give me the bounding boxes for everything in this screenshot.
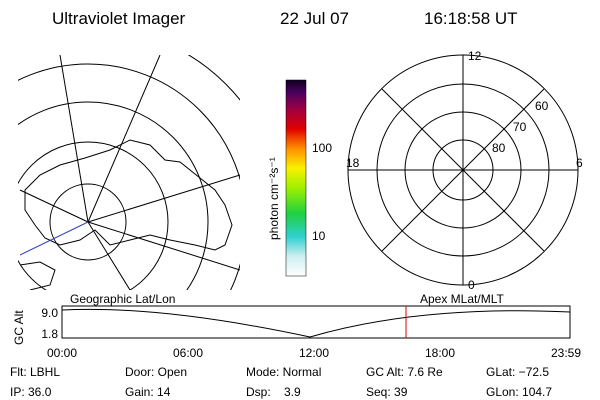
footer-field: Mode: Normal [246, 365, 321, 379]
footer-field: Door: Open [125, 365, 187, 379]
time: 16:18:58 UT [424, 9, 518, 28]
time-tick: 18:00 [425, 346, 455, 360]
footer-field: GLat: −72.5 [486, 365, 549, 379]
mlt-label: 12 [468, 49, 482, 63]
mlt-label: 6 [576, 156, 583, 170]
lat-label: 60 [535, 99, 549, 113]
lat-label: 80 [492, 141, 506, 155]
polar-plot [347, 54, 579, 286]
footer-field: Gain: 14 [125, 385, 171, 399]
altitude-curve [61, 308, 571, 338]
timeline-box [61, 305, 571, 339]
axis-label: GC Alt [12, 310, 26, 345]
time-tick: 23:59 [551, 346, 581, 360]
title: Ultraviolet Imager [52, 9, 186, 28]
footer-field: Seq: 39 [366, 385, 408, 399]
colorbar [285, 79, 307, 277]
footer-field: GLon: 104.7 [486, 385, 552, 399]
footer-field: GC Alt: 7.6 Re [366, 365, 443, 379]
mlt-label: 18 [346, 156, 360, 170]
timeline-title: Apex MLat/MLT [420, 292, 504, 306]
date: 22 Jul 07 [280, 9, 349, 28]
colorbar-label: photon cm⁻²s⁻¹ [267, 157, 281, 240]
lat-label: 70 [513, 120, 527, 134]
time-tick: 06:00 [173, 346, 203, 360]
alt-tick: 1.8 [41, 327, 58, 341]
time-tick: 12:00 [299, 346, 329, 360]
footer-field: Dsp: 3.9 [246, 385, 301, 399]
mlt-label: 0 [468, 278, 475, 292]
alt-tick: 9.0 [41, 306, 58, 320]
footer-field: Flt: LBHL [10, 365, 60, 379]
time-tick: 00:00 [47, 346, 77, 360]
footer-field: IP: 36.0 [10, 385, 52, 399]
geo-map [18, 55, 240, 290]
timeline-title: Geographic Lat/Lon [70, 292, 175, 306]
colorbar-tick: 100 [312, 141, 332, 155]
colorbar-tick: 10 [312, 229, 326, 243]
